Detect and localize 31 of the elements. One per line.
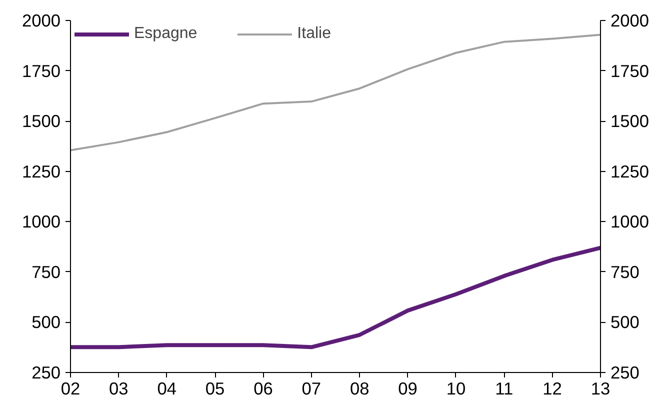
y-tick-label: 500 <box>32 312 61 332</box>
x-tick-label: 13 <box>590 378 610 398</box>
line-series <box>70 246 600 350</box>
y2-tick-label: 1000 <box>610 212 650 232</box>
y-tick-label: 2000 <box>22 10 61 30</box>
x-tick-label: 02 <box>60 378 80 398</box>
x-tick-label: 05 <box>205 378 225 398</box>
x-tick-label: 09 <box>398 378 418 398</box>
y2-tick-label: 1250 <box>610 161 650 182</box>
legend-label: Espagne <box>134 25 198 43</box>
x-tick-label: 04 <box>157 378 177 398</box>
y-tick-label: 1250 <box>22 161 61 182</box>
y2-tick-label: 2000 <box>610 10 650 30</box>
x-tick-label: 10 <box>446 378 466 398</box>
y2-tick-label: 1500 <box>610 111 650 132</box>
y2-tick-label: 500 <box>610 312 640 332</box>
x-tick-label: 12 <box>542 378 562 398</box>
y-tick-label: 250 <box>32 362 61 382</box>
legend-label: Italie <box>297 25 331 43</box>
y-tick-label: 1000 <box>22 212 61 232</box>
x-tick-label: 11 <box>495 378 514 398</box>
x-tick-label: 07 <box>302 378 322 398</box>
y2-tick-label: 1750 <box>610 60 650 81</box>
y-tick-label: 1750 <box>22 60 61 81</box>
x-tick-label: 06 <box>254 378 273 398</box>
y-tick-label: 1500 <box>22 111 61 132</box>
x-tick-label: 03 <box>109 378 128 398</box>
y2-tick-label: 250 <box>610 362 640 382</box>
y2-tick-label: 750 <box>610 262 640 282</box>
y-tick-label: 750 <box>32 262 61 282</box>
x-tick-label: 08 <box>350 378 370 398</box>
